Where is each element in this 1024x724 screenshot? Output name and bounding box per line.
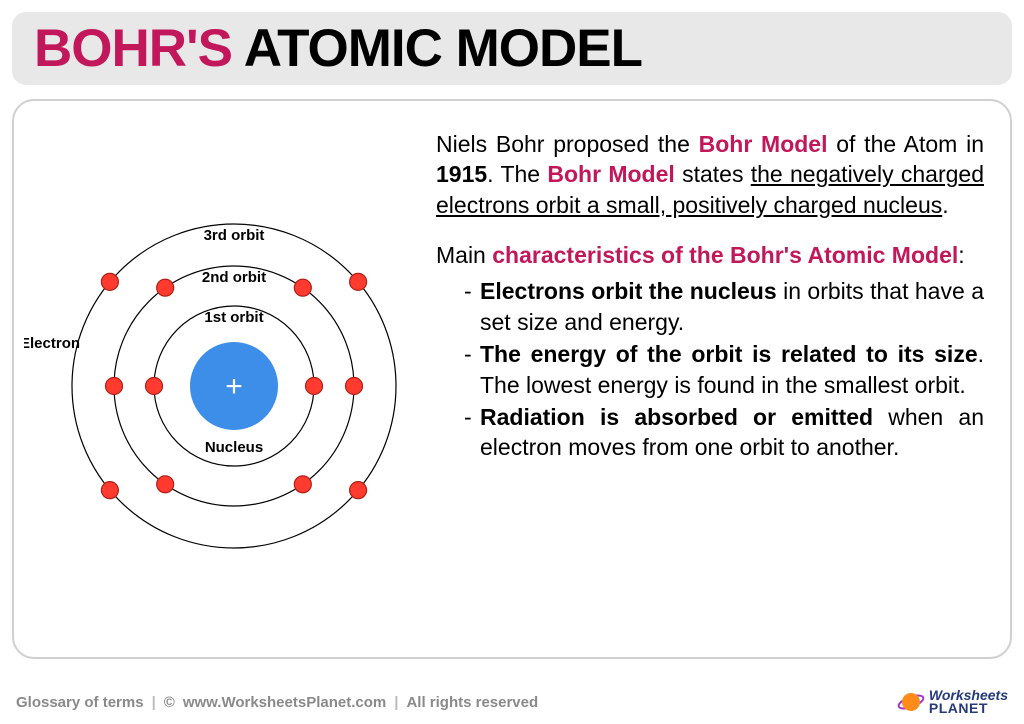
electron <box>157 279 174 296</box>
atom-svg: +1st orbit 2nd orbit 3rd orbit Nucleus Elect… <box>24 146 424 616</box>
title-bar: BOHR'S ATOMIC MODEL <box>12 12 1012 85</box>
footer-glossary: Glossary of terms <box>16 694 144 711</box>
footer-separator: | <box>394 694 398 711</box>
footer-left: Glossary of terms | © www.WorksheetsPlan… <box>16 694 538 711</box>
intro-paragraph: Niels Bohr proposed the Bohr Model of th… <box>436 129 984 220</box>
electron <box>346 378 363 395</box>
list-item: - The energy of the orbit is related to … <box>464 339 984 400</box>
electron <box>101 482 118 499</box>
footer-rights: All rights reserved <box>406 694 538 711</box>
description-column: Niels Bohr proposed the Bohr Model of th… <box>436 129 984 633</box>
chars-text: Main <box>436 242 492 268</box>
brand-bottom: PLANET <box>929 702 1008 715</box>
electron <box>157 476 174 493</box>
electron <box>350 273 367 290</box>
intro-text: states <box>675 161 751 187</box>
title-rest: ATOMIC MODEL <box>232 19 642 78</box>
electron <box>101 273 118 290</box>
orbit-label: 2nd orbit <box>202 269 266 286</box>
title-accent: BOHR'S <box>34 19 232 78</box>
chars-text: : <box>958 242 964 268</box>
intro-text: . The <box>487 161 547 187</box>
characteristics-heading: Main characteristics of the Bohr's Atomi… <box>436 240 984 270</box>
electron-label: Electron <box>24 335 80 352</box>
svg-text:+: + <box>225 370 243 403</box>
electron <box>106 378 123 395</box>
intro-highlight: Bohr Model <box>699 131 828 157</box>
nucleus-label: Nucleus <box>205 439 263 456</box>
list-item: - Radiation is absorbed or emitted when … <box>464 402 984 463</box>
planet-icon <box>897 688 925 716</box>
electron <box>306 378 323 395</box>
electron <box>146 378 163 395</box>
brand-text: Worksheets PLANET <box>929 689 1008 714</box>
intro-highlight: Bohr Model <box>547 161 674 187</box>
characteristics-list: - Electrons orbit the nucleus in orbits … <box>436 276 984 462</box>
intro-year: 1915 <box>436 161 487 187</box>
orbit-label: 3rd orbit <box>204 227 265 244</box>
atom-diagram: +1st orbit 2nd orbit 3rd orbit Nucleus Elect… <box>24 129 424 633</box>
dash-icon: - <box>464 402 480 463</box>
brand-logo: Worksheets PLANET <box>897 688 1008 716</box>
content-panel: +1st orbit 2nd orbit 3rd orbit Nucleus Elect… <box>12 99 1012 659</box>
intro-text: Niels Bohr proposed the <box>436 131 699 157</box>
item-bold: The energy of the orbit is related to it… <box>480 341 978 367</box>
electron <box>294 279 311 296</box>
list-item: - Electrons orbit the nucleus in orbits … <box>464 276 984 337</box>
page-title: BOHR'S ATOMIC MODEL <box>34 22 990 75</box>
footer: Glossary of terms | © www.WorksheetsPlan… <box>16 688 1008 716</box>
dash-icon: - <box>464 339 480 400</box>
electron <box>350 482 367 499</box>
footer-separator: | <box>152 694 156 711</box>
copyright-icon: © <box>164 694 175 711</box>
chars-highlight: characteristics of the Bohr's Atomic Mod… <box>492 242 958 268</box>
dash-icon: - <box>464 276 480 337</box>
intro-text: of the Atom in <box>827 131 984 157</box>
electron <box>294 476 311 493</box>
orbit-label: 1st orbit <box>204 309 263 326</box>
item-bold: Radiation is absorbed or emitted <box>480 404 873 430</box>
intro-text: . <box>942 192 948 218</box>
item-bold: Electrons orbit the nucleus <box>480 278 777 304</box>
footer-site: www.WorksheetsPlanet.com <box>183 694 386 711</box>
